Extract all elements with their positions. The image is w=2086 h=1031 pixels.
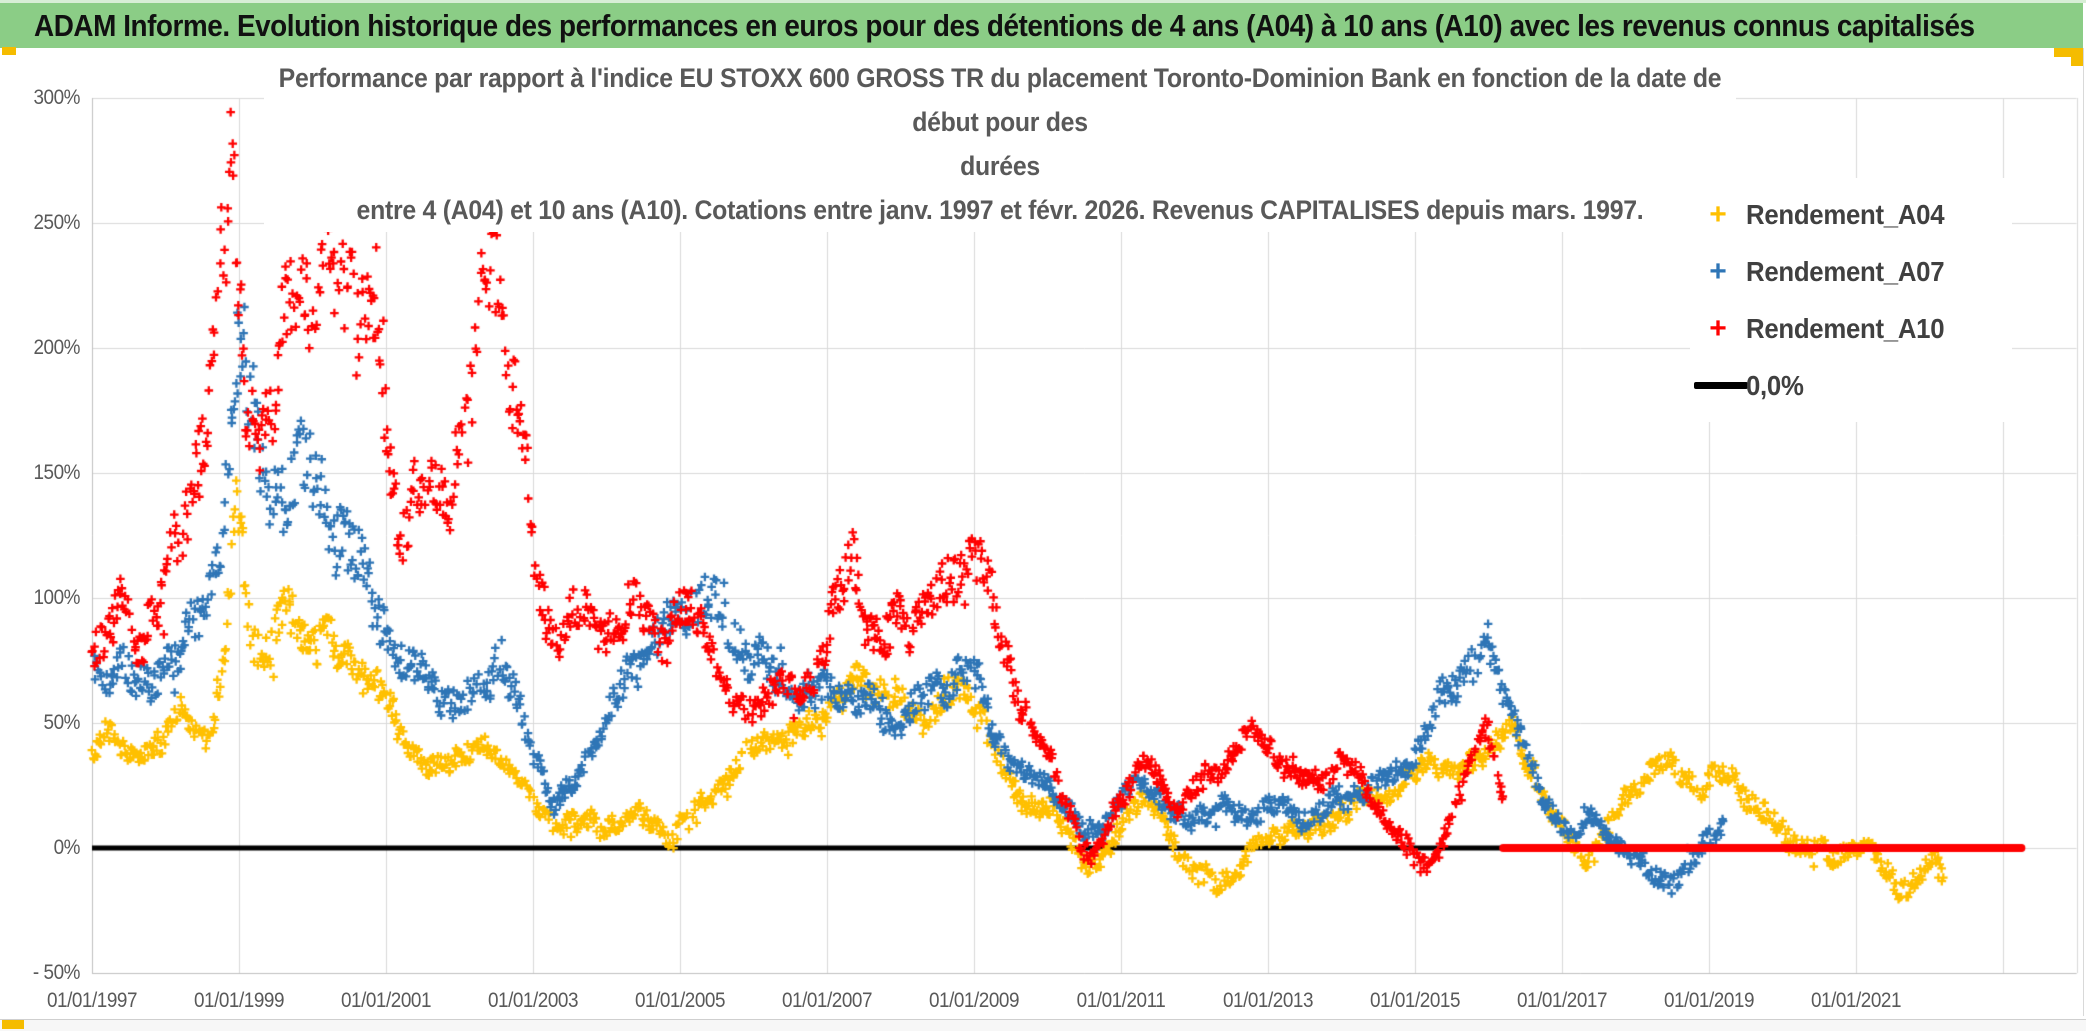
- y-tick-label: 0%: [53, 836, 81, 859]
- chart-title-line-1: Performance par rapport à l'indice EU ST…: [278, 63, 1722, 137]
- chart-title: Performance par rapport à l'indice EU ST…: [264, 56, 1736, 232]
- legend-item-rendement_a07[interactable]: + Rendement_A07: [1690, 243, 2012, 300]
- accent-corner-top-left: [2, 47, 16, 55]
- y-tick-label: - 50%: [32, 961, 81, 984]
- legend-item-zero-line[interactable]: 0,0%: [1690, 357, 2012, 414]
- x-tick-label: 01/01/2011: [1076, 989, 1166, 1012]
- accent-corner-top-right-vertical: [2071, 48, 2083, 66]
- header-banner: ADAM Informe. Evolution historique des p…: [0, 3, 2083, 48]
- y-tick-label: 250%: [33, 211, 80, 234]
- y-tick-label: 300%: [33, 86, 80, 109]
- accent-corner-bottom-left: [2, 1020, 24, 1029]
- chart-legend[interactable]: + Rendement_A04 + Rendement_A07 + Rendement_A…: [1690, 178, 2012, 422]
- legend-item-rendement_a10[interactable]: + Rendement_A10: [1690, 300, 2012, 357]
- chart-title-line-2: durées: [960, 151, 1040, 181]
- x-tick-label: 01/01/2005: [634, 989, 726, 1012]
- x-tick-label: 01/01/2009: [928, 989, 1020, 1012]
- y-tick-label: 50%: [43, 711, 81, 734]
- x-tick-label: 01/01/2019: [1663, 989, 1755, 1012]
- plus-marker-icon: +: [1709, 254, 1727, 288]
- legend-label: Rendement_A07: [1746, 255, 1945, 287]
- bottom-strip: [0, 1019, 2086, 1031]
- legend-item-rendement_a04[interactable]: + Rendement_A04: [1690, 186, 2012, 243]
- x-tick-label: 01/01/2001: [340, 989, 432, 1012]
- x-tick-label: 01/01/2021: [1810, 989, 1902, 1012]
- x-tick-label: 01/01/2007: [781, 989, 873, 1012]
- y-tick-label: 100%: [33, 586, 80, 609]
- page-title: ADAM Informe. Evolution historique des p…: [34, 7, 1975, 43]
- x-tick-label: 01/01/2017: [1516, 989, 1608, 1012]
- x-tick-label: 01/01/1999: [193, 989, 285, 1012]
- right-edge-line: [2083, 48, 2084, 1016]
- y-tick-label: 200%: [33, 336, 80, 359]
- y-tick-label: 150%: [33, 461, 80, 484]
- x-tick-label: 01/01/2015: [1369, 989, 1461, 1012]
- legend-label: Rendement_A10: [1746, 312, 1945, 344]
- x-tick-label: 01/01/1997: [46, 989, 138, 1012]
- plus-marker-icon: +: [1709, 197, 1727, 231]
- top-edge-strip: [0, 0, 2086, 3]
- accent-corner-top-right: [2054, 48, 2084, 57]
- legend-label: 0,0%: [1746, 369, 1804, 401]
- plus-marker-icon: +: [1709, 311, 1727, 345]
- x-tick-label: 01/01/2013: [1222, 989, 1314, 1012]
- zero-line-sample: [1694, 382, 1748, 389]
- x-tick-label: 01/01/2003: [487, 989, 579, 1012]
- legend-label: Rendement_A04: [1746, 198, 1945, 230]
- chart-title-line-3: entre 4 (A04) et 10 ans (A10). Cotations…: [356, 195, 1644, 225]
